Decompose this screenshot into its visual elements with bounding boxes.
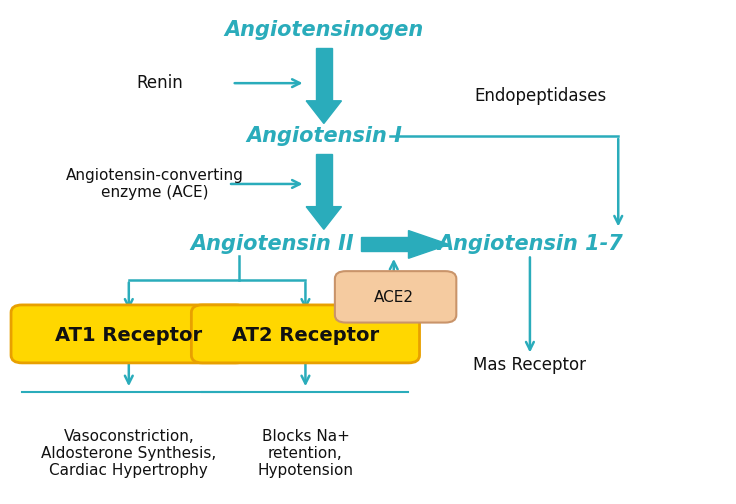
Polygon shape <box>306 207 342 229</box>
Text: Vasoconstriction,
Aldosterone Synthesis,
Cardiac Hypertrophy: Vasoconstriction, Aldosterone Synthesis,… <box>41 429 216 478</box>
Polygon shape <box>306 101 342 123</box>
Polygon shape <box>316 48 332 101</box>
FancyBboxPatch shape <box>11 305 247 363</box>
Polygon shape <box>361 237 408 251</box>
Text: AT2 Receptor: AT2 Receptor <box>232 326 379 345</box>
Text: Blocks Na+
retention,
Hypotension: Blocks Na+ retention, Hypotension <box>258 429 353 478</box>
Text: Angiotensin 1-7: Angiotensin 1-7 <box>437 234 623 255</box>
Text: Renin: Renin <box>136 74 183 92</box>
Text: Endopeptidases: Endopeptidases <box>475 87 607 105</box>
Text: ACE2: ACE2 <box>374 290 414 305</box>
Polygon shape <box>316 154 332 207</box>
Text: Angiotensin I: Angiotensin I <box>246 126 402 146</box>
Text: Angiotensin-converting
enzyme (ACE): Angiotensin-converting enzyme (ACE) <box>66 168 244 200</box>
Polygon shape <box>408 231 449 259</box>
Text: AT1 Receptor: AT1 Receptor <box>55 326 202 345</box>
Text: Angiotensinogen: Angiotensinogen <box>224 20 423 40</box>
FancyBboxPatch shape <box>191 305 420 363</box>
Text: Mas Receptor: Mas Receptor <box>473 356 587 374</box>
Text: Angiotensin II: Angiotensin II <box>191 234 354 255</box>
FancyBboxPatch shape <box>335 271 456 323</box>
